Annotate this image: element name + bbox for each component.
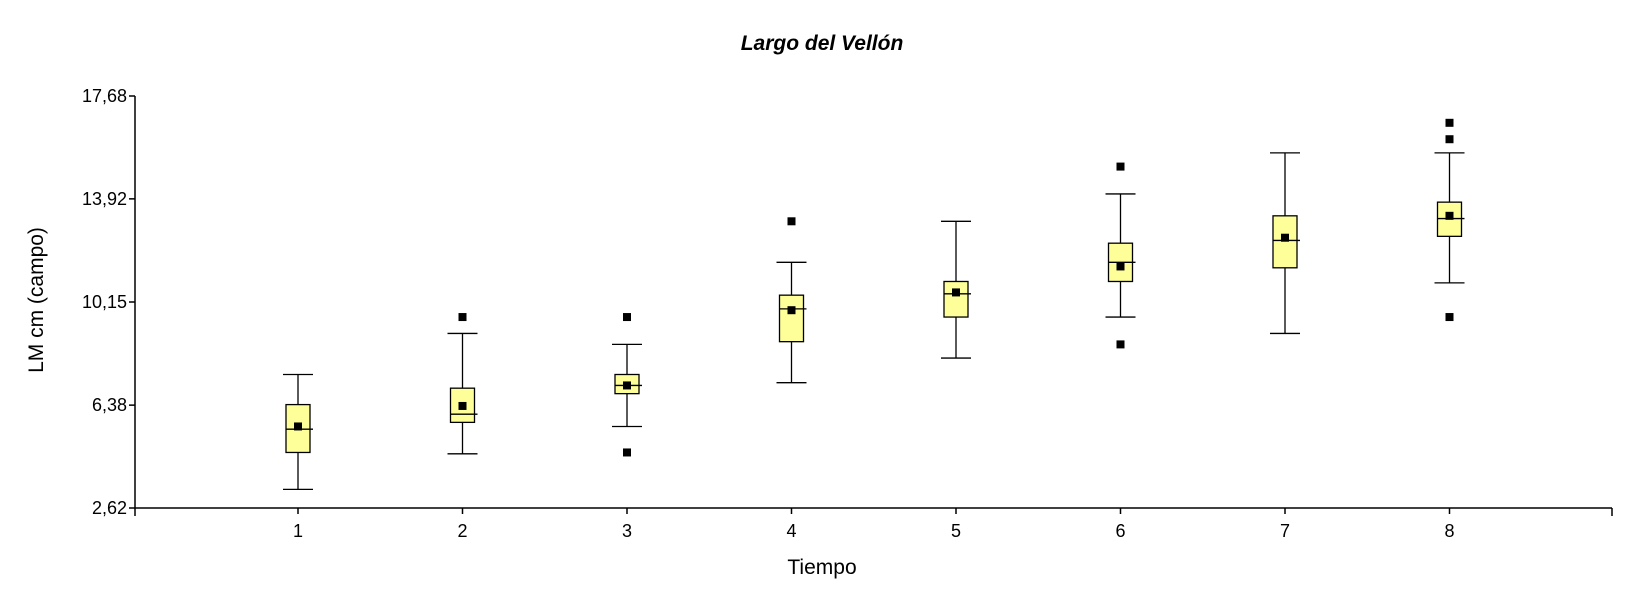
box-iqr [285,403,311,454]
y-tick-label: 6,38 [92,395,127,415]
box-iqr [1272,215,1298,269]
mean-marker [294,422,302,431]
mean-marker [1445,211,1454,220]
x-tick-label: 6 [1115,521,1125,541]
x-tick-label: 3 [622,521,632,541]
y-tick-label: 13,92 [82,189,127,209]
box-iqr [449,387,476,424]
x-tick-label: 8 [1444,521,1454,541]
mean-marker [1281,233,1289,242]
box-iqr [778,294,805,343]
outlier-point [1116,162,1125,171]
chart-marks: 2,62 6,38 10,15 13,92 17,68 1 2 3 4 5 6 7 8 [82,86,1613,541]
mean-marker [458,401,467,410]
mean-marker [1116,262,1125,271]
x-tick-label: 2 [457,521,467,541]
mean-marker [623,381,631,390]
y-tick-label: 2,62 [92,498,127,518]
outlier-point [1445,118,1454,127]
x-tick-label: 4 [786,521,796,541]
chart-title: Largo del Vellón [741,32,904,55]
outlier-point [1445,135,1454,144]
x-tick-label: 7 [1280,521,1290,541]
outlier-point [623,313,631,322]
y-axis-label: LM cm (campo) [25,227,48,373]
x-tick-label: 5 [951,521,961,541]
outlier-point [1445,313,1454,322]
outlier-point [623,448,631,457]
x-axis-label: Tiempo [787,556,856,579]
mean-marker [787,306,796,315]
mean-marker [952,288,960,297]
x-tick-label: 1 [293,521,303,541]
box-iqr [943,280,969,318]
outlier-point [787,217,796,226]
y-tick-label: 10,15 [82,292,127,312]
y-tick-label: 17,68 [82,86,127,106]
outlier-point [458,313,467,322]
outlier-point [1116,340,1125,349]
